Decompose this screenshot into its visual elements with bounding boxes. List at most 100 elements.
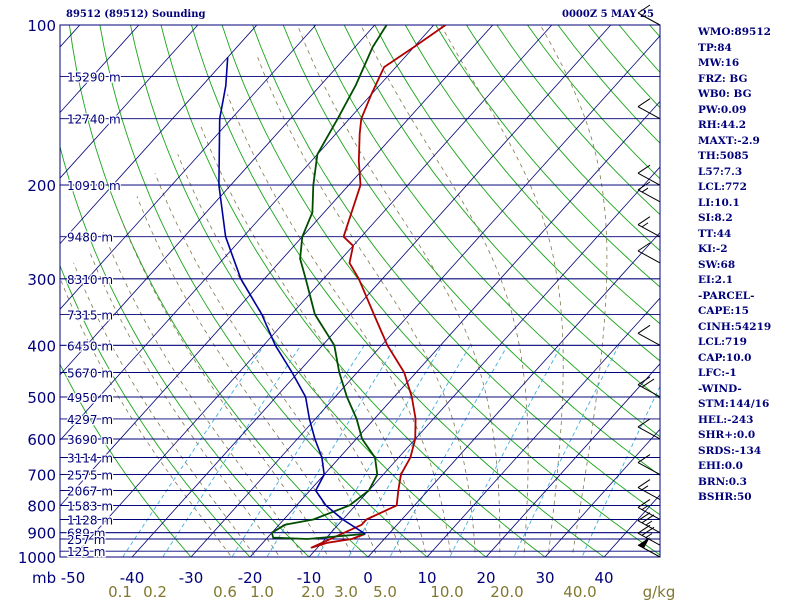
isotherm	[60, 25, 435, 441]
dry-adiabat	[252, 25, 660, 516]
height-label: 1583 m	[67, 499, 113, 513]
sounding-indices-panel: WMO:89512 TP:84 MW:16 FRZ: BG WB0: BG PW:0.09…	[698, 25, 771, 506]
temperature-tick-label: 20	[476, 569, 495, 587]
isotherm	[249, 100, 660, 557]
mixing-ratio-tick-label: 3.0	[334, 583, 358, 600]
moist-adiabat	[118, 212, 329, 557]
index-item: SRDS:-134	[698, 444, 762, 457]
mixing-ratio-tick-label: 20.0	[490, 583, 523, 600]
moist-adiabat	[102, 231, 305, 557]
isotherm	[367, 231, 660, 557]
wind-barb	[637, 418, 661, 440]
index-item: L57:7.3	[698, 165, 743, 178]
wind-barb-feather	[637, 454, 651, 464]
wind-barb-feather	[637, 216, 651, 226]
index-item: STM:144/16	[698, 398, 770, 410]
wind-barb-staff	[637, 532, 661, 546]
wind-barb	[637, 479, 661, 501]
wind-barb-staff	[637, 332, 661, 346]
height-label: 4297 m	[67, 413, 113, 427]
wind-barb-flag	[638, 537, 650, 549]
wind-barb	[637, 242, 661, 264]
dewpoint-line	[270, 25, 388, 540]
dry-adiabat	[99, 25, 428, 557]
height-label: 12740 m	[67, 113, 121, 127]
index-item: LI:10.1	[698, 196, 740, 209]
temperature-tick-label: -30	[179, 569, 204, 587]
plot-frame	[59, 24, 661, 558]
mixing-ratio-tick-label: 0.6	[213, 583, 237, 600]
wind-barb	[637, 216, 661, 238]
index-item: CAPE:15	[698, 305, 749, 317]
height-label: 1128 m	[67, 513, 113, 527]
wind-barb-staff	[637, 462, 661, 476]
wind-barb-half-feather	[641, 505, 649, 511]
pressure-tick-label: 600	[27, 431, 56, 449]
index-item: TH:5085	[698, 150, 749, 162]
wind-barb-staff	[637, 189, 661, 203]
mixing-ratio-line	[266, 345, 397, 557]
wind-barb-staff	[637, 544, 661, 558]
dry-adiabat	[191, 25, 605, 557]
wind-barb-staff	[637, 172, 661, 186]
mixing-ratio-unit-label: g/kg	[643, 583, 676, 600]
pressure-tick-label: 700	[27, 467, 56, 485]
pressure-tick-label: 800	[27, 497, 56, 515]
pressure-unit-label: mb	[32, 569, 56, 587]
index-item: BRN:0.3	[698, 475, 747, 488]
wind-barb-feather	[637, 418, 651, 428]
wind-barb-feather	[637, 4, 651, 14]
dry-adiabat	[435, 25, 660, 288]
wind-barb-feather	[637, 499, 651, 508]
parcel-line	[218, 57, 366, 535]
moist-adiabat	[200, 126, 427, 557]
temperature-line	[310, 25, 447, 549]
index-item: SI:8.2	[698, 212, 733, 224]
moist-adiabat	[360, 25, 529, 557]
wind-barb-staff	[637, 250, 661, 264]
isotherm	[544, 428, 660, 557]
height-label: 3114 m	[67, 451, 113, 465]
dry-adiabat	[60, 363, 192, 557]
index-item: EI:2.1	[698, 274, 734, 286]
isotherm	[485, 363, 660, 557]
temperature-tick-label: -20	[238, 569, 263, 587]
wind-barb	[637, 98, 661, 120]
wind-barb-staff	[637, 12, 661, 26]
height-label: 125 m	[67, 545, 105, 559]
wind-barb-staff	[637, 224, 661, 238]
index-item: WMO:89512	[698, 26, 771, 38]
mixing-ratio-line	[513, 345, 620, 557]
mixing-ratio-tick-label: 40.0	[563, 583, 596, 600]
profile-lines	[218, 25, 447, 549]
wind-barb-staff	[637, 384, 661, 398]
moist-adiabat	[257, 57, 476, 557]
isotherm	[60, 25, 376, 376]
height-label: 7315 m	[67, 308, 113, 322]
index-item: LCL:719	[698, 336, 747, 348]
wind-barb-feather	[637, 98, 651, 108]
wind-barb	[637, 324, 661, 346]
height-label: 15290 m	[67, 71, 121, 85]
wind-barb-feather	[641, 514, 655, 524]
index-item: MAXT:-2.9	[698, 134, 760, 147]
wind-barb-feather	[637, 164, 651, 174]
temperature-tick-label: -50	[61, 569, 86, 587]
index-item: MW:16	[698, 57, 740, 69]
index-item: CINH:54219	[698, 320, 772, 333]
pressure-tick-label: 500	[27, 389, 56, 407]
temperature-tick-label: 0	[363, 569, 373, 587]
wind-barb	[637, 181, 661, 203]
pressure-tick-label: 300	[27, 271, 56, 289]
mixing-ratio-tick-label: 0.1	[108, 583, 132, 600]
index-item: RH:44.2	[698, 119, 747, 131]
dry-adiabat	[221, 25, 660, 556]
height-label: 257 m	[67, 533, 105, 547]
dry-adiabat	[130, 25, 487, 557]
wind-barb-feather	[637, 512, 651, 522]
mixing-ratio-line	[348, 345, 471, 557]
wind-barb	[637, 454, 661, 476]
wind-barb	[637, 4, 661, 26]
isotherm	[60, 25, 199, 179]
